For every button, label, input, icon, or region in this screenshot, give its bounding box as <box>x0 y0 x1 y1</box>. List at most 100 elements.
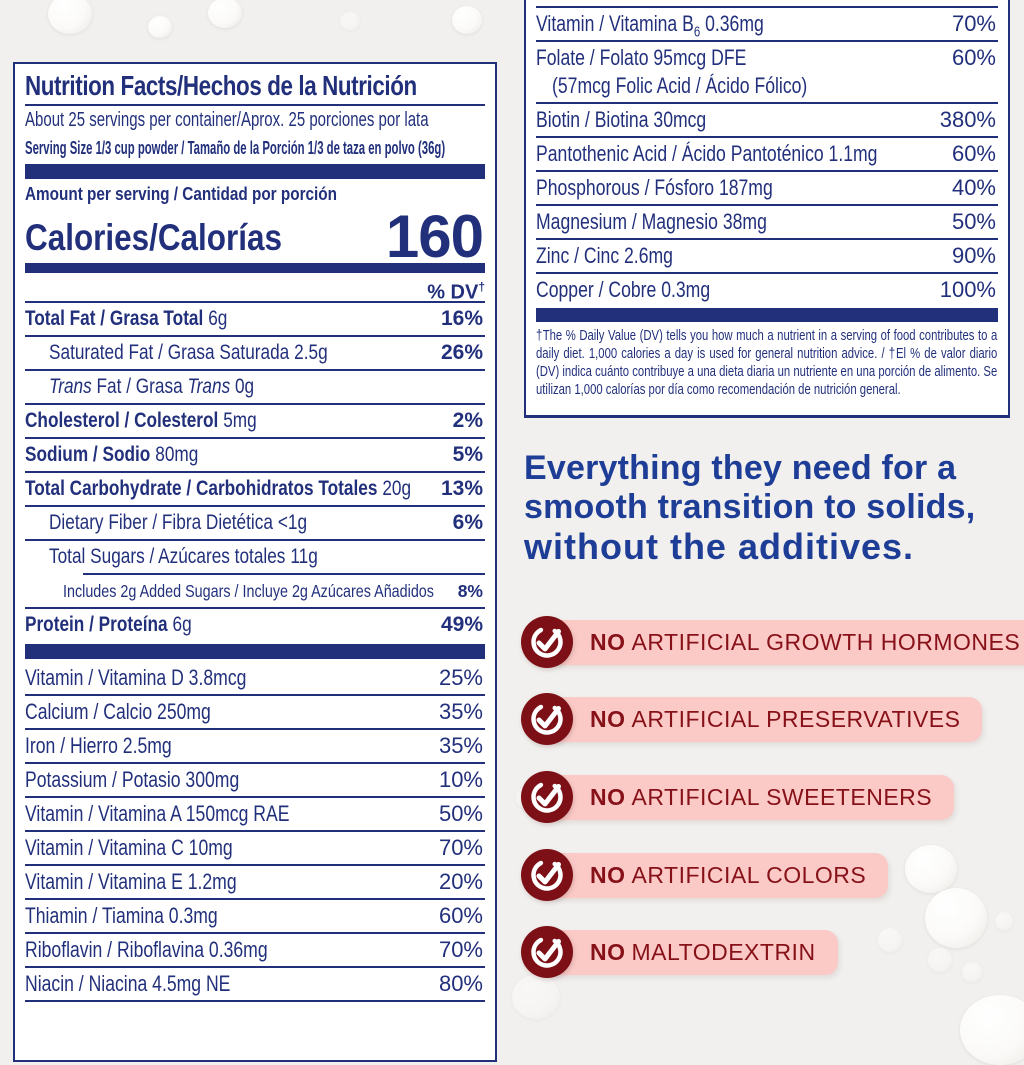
serving-size: Serving Size 1/3 cup powder / Tamaño de … <box>25 138 446 158</box>
milk-bubble <box>995 912 1013 930</box>
divider <box>536 204 998 206</box>
divider <box>25 932 485 934</box>
badge-label: NO ARTIFICIAL GROWTH HORMONES <box>546 619 1024 665</box>
divider <box>25 335 485 337</box>
vitamin-row-pantothenic-acid: Pantothenic Acid / Ácido Pantoténico 1.1… <box>536 141 996 166</box>
nutrient-row-protein: Protein / Proteína 6g 49% <box>25 613 483 636</box>
nutrient-row-dietary-fiber: Dietary Fiber / Fibra Dietética <1g 6% <box>49 511 483 534</box>
nutrient-row-saturated-fat: Saturated Fat / Grasa Saturada 2.5g 26% <box>49 341 483 364</box>
vitamin-row-calcium: Calcium / Calcio 250mg 35% <box>25 699 483 724</box>
divider <box>536 136 998 138</box>
milk-bubble <box>48 0 92 34</box>
nutrition-facts-panel: Nutrition Facts/Hechos de la Nutrición A… <box>13 62 497 1062</box>
servings-per-container: About 25 servings per container/Aprox. 2… <box>25 109 429 131</box>
milk-bubble <box>878 928 902 952</box>
vitamin-row-thiamin: Thiamin / Tiamina 0.3mg 60% <box>25 903 483 928</box>
badge-label: NO ARTIFICIAL PRESERVATIVES <box>546 696 983 742</box>
thick-rule <box>25 644 485 659</box>
divider <box>25 403 485 405</box>
divider <box>536 238 998 240</box>
vitamin-row-potassium: Potassium / Potasio 300mg 10% <box>25 767 483 792</box>
headline-line3: without the additives. <box>524 526 915 567</box>
divider <box>25 864 485 866</box>
headline-line1: Everything they need for a <box>524 449 957 487</box>
divider <box>25 104 485 106</box>
nutrition-facts-title: Nutrition Facts/Hechos de la Nutrición <box>25 70 417 101</box>
milk-bubble <box>208 0 242 28</box>
milk-bubble <box>512 975 560 1019</box>
milk-bubble <box>452 6 482 34</box>
badge-no-artificial-sweeteners: NO ARTIFICIAL SWEETENERS <box>521 771 955 823</box>
milk-bubble <box>962 962 982 982</box>
badge-label: NO ARTIFICIAL COLORS <box>546 852 889 898</box>
divider <box>536 272 998 274</box>
divider <box>25 301 485 303</box>
nutrition-facts-panel-continued: Vitamin / Vitamina B6 0.36mg 70% Folate … <box>524 0 1010 418</box>
divider <box>25 762 485 764</box>
nutrient-row-total-sugars: Total Sugars / Azúcares totales 11g <box>49 545 318 568</box>
divider <box>25 437 485 439</box>
divider <box>25 1000 485 1002</box>
nutrient-row-sodium: Sodium / Sodio 80mg 5% <box>25 443 483 466</box>
divider <box>536 170 998 172</box>
divider <box>536 102 998 104</box>
divider <box>25 505 485 507</box>
vitamin-row-folate: Folate / Folato 95mcg DFE 60% <box>536 45 996 70</box>
vitamin-row-phosphorous: Phosphorous / Fósforo 187mg 40% <box>536 175 996 200</box>
checkmark-circle-icon <box>521 849 573 901</box>
vitamin-row-copper: Copper / Cobre 0.3mg 100% <box>536 277 996 302</box>
thick-rule <box>25 164 485 179</box>
divider <box>25 830 485 832</box>
thick-rule <box>536 308 998 322</box>
badge-label: NO MALTODEXTRIN <box>546 929 838 975</box>
divider <box>25 796 485 798</box>
vitamin-row-c: Vitamin / Vitamina C 10mg 70% <box>25 835 483 860</box>
checkmark-circle-icon <box>521 926 573 978</box>
marketing-headline: Everything they need for a smooth transi… <box>524 449 1020 566</box>
medium-rule <box>25 263 485 273</box>
vitamin-row-riboflavin: Riboflavin / Riboflavina 0.36mg 70% <box>25 937 483 962</box>
calories-label: Calories/Calorías <box>25 217 282 258</box>
badge-label: NO ARTIFICIAL SWEETENERS <box>546 774 955 820</box>
milk-bubble <box>925 888 987 948</box>
divider <box>536 6 998 8</box>
nutrient-row-trans-fat: Trans Fat / Grasa Trans 0g <box>49 375 255 398</box>
folate-folic-acid-subline: (57mcg Folic Acid / Ácido Fólico) <box>552 73 808 98</box>
milk-bubble <box>960 995 1024 1065</box>
checkmark-circle-icon <box>521 693 573 745</box>
vitamin-row-zinc: Zinc / Cinc 2.6mg 90% <box>536 243 996 268</box>
divider <box>25 966 485 968</box>
divider <box>25 728 485 730</box>
nutrient-row-total-fat: Total Fat / Grasa Total 6g 16% <box>25 307 483 330</box>
divider <box>83 573 485 575</box>
vitamin-row-b6: Vitamin / Vitamina B6 0.36mg 70% <box>536 11 996 41</box>
vitamin-row-biotin: Biotin / Biotina 30mcg 380% <box>536 107 996 132</box>
nutrient-row-total-carbohydrate: Total Carbohydrate / Carbohidratos Total… <box>25 477 483 500</box>
badge-no-artificial-colors: NO ARTIFICIAL COLORS <box>521 849 889 901</box>
checkmark-circle-icon <box>521 616 573 668</box>
vitamin-row-magnesium: Magnesium / Magnesio 38mg 50% <box>536 209 996 234</box>
milk-bubble <box>928 948 952 972</box>
badge-no-artificial-growth-hormones: NO ARTIFICIAL GROWTH HORMONES <box>521 616 1024 668</box>
calories-row: Calories/Calorías 160 <box>25 207 485 267</box>
milk-bubble <box>905 845 957 893</box>
vitamin-row-niacin: Niacin / Niacina 4.5mg NE 80% <box>25 971 483 996</box>
milk-bubble <box>340 12 360 30</box>
daily-value-header: % DV† <box>427 280 485 304</box>
badge-no-maltodextrin: NO MALTODEXTRIN <box>521 926 838 978</box>
vitamin-row-e: Vitamin / Vitamina E 1.2mg 20% <box>25 869 483 894</box>
divider <box>25 898 485 900</box>
nutrient-row-added-sugars: Includes 2g Added Sugars / Incluye 2g Az… <box>63 581 483 601</box>
headline-line2: smooth transition to solids, <box>524 488 976 526</box>
divider <box>25 369 485 371</box>
divider <box>25 607 485 609</box>
daily-value-footnote: †The % Daily Value (DV) tells you how mu… <box>536 328 998 398</box>
vitamin-row-iron: Iron / Hierro 2.5mg 35% <box>25 733 483 758</box>
divider <box>25 694 485 696</box>
amount-per-serving-label: Amount per serving / Cantidad por porció… <box>25 184 337 204</box>
divider <box>536 40 998 42</box>
vitamin-row-a: Vitamin / Vitamina A 150mcg RAE 50% <box>25 801 483 826</box>
badge-no-artificial-preservatives: NO ARTIFICIAL PRESERVATIVES <box>521 693 983 745</box>
nutrient-row-cholesterol: Cholesterol / Colesterol 5mg 2% <box>25 409 483 432</box>
milk-bubble <box>148 16 172 38</box>
